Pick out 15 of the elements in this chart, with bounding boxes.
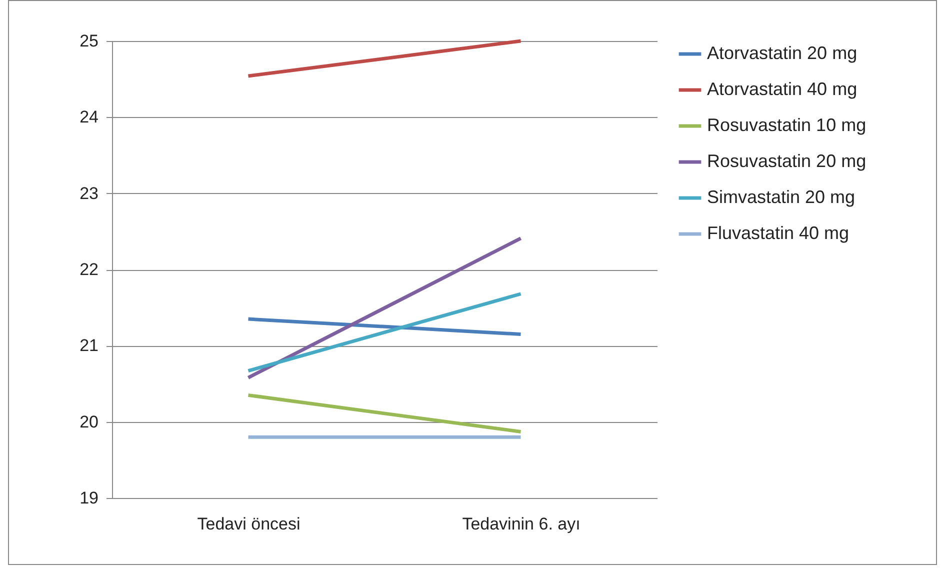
y-tick-label: 19 xyxy=(80,488,98,508)
legend-label: Simvastatin 20 mg xyxy=(707,187,856,207)
x-tick-label: Tedavi öncesi xyxy=(197,514,300,534)
legend-label: Rosuvastatin 10 mg xyxy=(707,115,866,135)
legend-label: Rosuvastatin 20 mg xyxy=(707,151,866,171)
legend-label: Fluvastatin 40 mg xyxy=(707,223,850,243)
y-tick-label: 20 xyxy=(80,412,98,432)
y-tick-label: 23 xyxy=(80,184,98,203)
legend-label: Atorvastatin 20 mg xyxy=(707,43,858,63)
y-tick-label: 24 xyxy=(80,108,98,127)
legend-label: Atorvastatin 40 mg xyxy=(707,79,858,99)
x-tick-label: Tedavinin 6. ayı xyxy=(462,514,580,534)
y-tick-label: 21 xyxy=(80,336,98,356)
y-tick-label: 25 xyxy=(80,32,98,50)
y-tick-label: 22 xyxy=(80,260,98,279)
